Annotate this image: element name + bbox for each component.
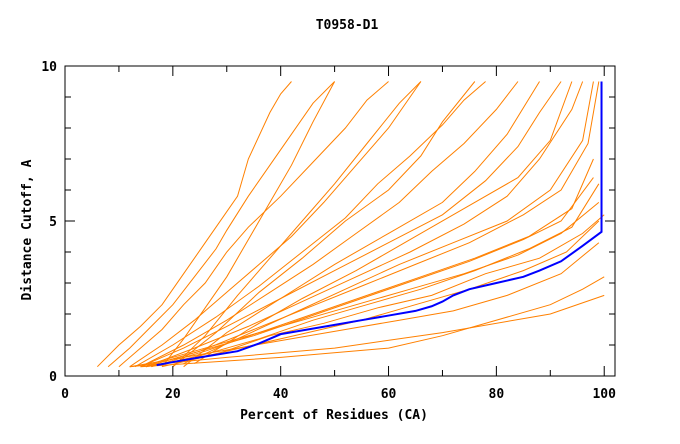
model-line-9: [145, 81, 600, 368]
model-line-3: [118, 81, 389, 368]
y-tick-label: 5: [49, 215, 57, 230]
model-line-18: [140, 276, 605, 368]
x-tick-label: 60: [381, 387, 397, 402]
model-line-13: [140, 202, 600, 368]
y-tick-label: 0: [49, 370, 57, 385]
model-line-8: [145, 81, 584, 368]
model-line-16: [129, 242, 600, 368]
x-tick-label: 40: [273, 387, 289, 402]
y-tick-label: 10: [41, 60, 57, 75]
model-line-17: [129, 294, 605, 368]
x-tick-label: 0: [61, 387, 69, 402]
highlight-line: [156, 81, 603, 367]
model-line-7: [140, 81, 562, 368]
model-line-14: [145, 220, 600, 368]
model-line-23: [194, 81, 573, 365]
model-line-24: [183, 81, 594, 365]
model-line-1: [96, 81, 292, 368]
model-line-5: [134, 81, 486, 368]
model-line-15: [161, 214, 605, 368]
model-line-4: [129, 81, 422, 368]
model-line-21: [172, 81, 476, 368]
y-axis-label: Distance Cutoff, A: [20, 159, 35, 300]
chart-title: T0958-D1: [316, 18, 379, 33]
x-tick-label: 100: [592, 387, 616, 402]
model-line-22: [183, 81, 540, 368]
model-line-19: [161, 81, 336, 368]
model-line-2: [107, 81, 335, 368]
x-axis-label: Percent of Residues (CA): [240, 408, 428, 423]
model-line-11: [151, 183, 600, 368]
model-line-20: [172, 81, 422, 368]
x-tick-label: 20: [165, 387, 181, 402]
x-tick-label: 80: [489, 387, 505, 402]
model-line-6: [140, 81, 519, 368]
